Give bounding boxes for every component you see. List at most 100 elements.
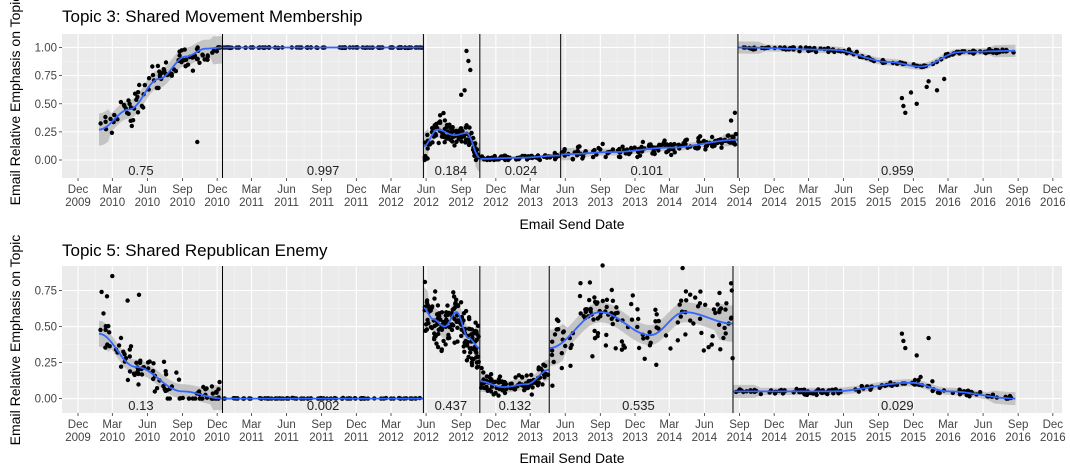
- data-point: [137, 82, 142, 88]
- x-tick-label: 2012: [413, 432, 439, 444]
- data-point: [681, 141, 686, 146]
- x-tick-label: Sep: [172, 184, 192, 196]
- segment-value-label: 0.75: [128, 163, 153, 178]
- trend-line: [98, 46, 223, 131]
- x-tick-label: 2011: [309, 197, 334, 209]
- data-point: [466, 354, 471, 360]
- data-point: [695, 304, 701, 309]
- x-tick-label: Jun: [695, 419, 714, 431]
- data-point: [629, 301, 634, 307]
- x-tick-label: Jun: [417, 184, 436, 196]
- data-point: [203, 387, 208, 392]
- x-tick-label: Jun: [277, 419, 296, 431]
- data-point: [595, 331, 601, 336]
- data-point: [654, 362, 659, 367]
- data-point: [428, 308, 433, 313]
- data-point: [103, 324, 109, 329]
- data-point: [536, 380, 541, 385]
- data-point: [464, 358, 470, 363]
- data-point: [467, 141, 472, 146]
- data-point: [635, 307, 640, 312]
- x-tick-label: Dec: [68, 419, 89, 431]
- data-point: [462, 88, 467, 93]
- x-tick-label: Dec: [625, 419, 646, 431]
- data-point: [603, 154, 608, 160]
- x-tick-label: 2014: [692, 432, 718, 444]
- x-tick-label: Sep: [729, 184, 749, 196]
- data-point: [435, 344, 441, 350]
- x-tick-label: 2015: [831, 197, 857, 209]
- data-point: [150, 72, 156, 78]
- data-point: [559, 351, 564, 356]
- data-point: [433, 133, 439, 138]
- data-point: [696, 145, 701, 150]
- data-point: [603, 343, 609, 348]
- data-point: [522, 388, 527, 393]
- data-point: [118, 335, 124, 341]
- data-point: [987, 47, 992, 52]
- data-point: [697, 134, 703, 139]
- x-tick-label: Mar: [938, 419, 958, 431]
- x-tick-label: Jun: [417, 419, 436, 431]
- data-point: [592, 328, 597, 334]
- x-tick-label: Mar: [520, 184, 540, 196]
- data-point: [463, 308, 469, 314]
- data-point: [699, 330, 704, 336]
- data-point: [103, 345, 108, 350]
- data-point: [447, 122, 452, 127]
- data-point: [617, 146, 622, 152]
- x-tick-label: 2012: [378, 197, 404, 209]
- data-point: [717, 309, 722, 315]
- data-point: [559, 365, 564, 371]
- data-point: [683, 332, 688, 337]
- data-point: [669, 152, 674, 158]
- data-point: [718, 347, 723, 352]
- data-point: [443, 342, 448, 347]
- x-tick-label: Dec: [207, 184, 228, 196]
- x-tick-label: 2015: [901, 432, 927, 444]
- x-tick-label: 2012: [483, 197, 509, 209]
- data-point: [772, 391, 778, 396]
- data-point: [684, 137, 689, 142]
- x-tick-label: Sep: [1008, 184, 1028, 196]
- data-point: [653, 319, 658, 324]
- data-point: [661, 140, 667, 145]
- data-point: [688, 292, 693, 297]
- data-point: [161, 359, 167, 364]
- data-point: [459, 139, 464, 144]
- data-point: [656, 148, 661, 153]
- data-point: [155, 63, 161, 69]
- data-point: [432, 123, 437, 128]
- x-tick-label: 2016: [970, 432, 996, 444]
- data-point: [118, 364, 124, 369]
- data-point: [684, 298, 689, 303]
- x-tick-label: 2010: [204, 197, 230, 209]
- data-point: [169, 71, 174, 77]
- data-point: [934, 88, 940, 93]
- data-point: [636, 345, 642, 351]
- y-tick-label: 0.75: [35, 286, 57, 298]
- x-axis-label: Email Send Date: [519, 450, 624, 466]
- data-point: [125, 298, 130, 303]
- data-point: [613, 346, 618, 351]
- data-point: [471, 135, 476, 141]
- x-tick-label: Jun: [974, 419, 993, 431]
- x-tick-label: 2010: [100, 432, 126, 444]
- x-tick-label: 2011: [309, 432, 334, 444]
- x-tick-label: 2010: [135, 197, 161, 209]
- data-point: [588, 306, 593, 312]
- y-tick-label: 0.75: [35, 71, 57, 83]
- data-point: [432, 337, 437, 342]
- x-tick-label: Dec: [346, 184, 367, 196]
- data-point: [556, 318, 561, 324]
- data-point: [454, 297, 459, 302]
- data-point: [174, 370, 179, 375]
- data-point: [668, 142, 673, 147]
- x-tick-label: 2014: [692, 197, 718, 209]
- segment-value-label: 0.029: [881, 398, 914, 413]
- data-point: [459, 92, 464, 98]
- data-point: [679, 298, 684, 303]
- x-tick-label: Sep: [1008, 419, 1028, 431]
- data-point: [859, 383, 864, 389]
